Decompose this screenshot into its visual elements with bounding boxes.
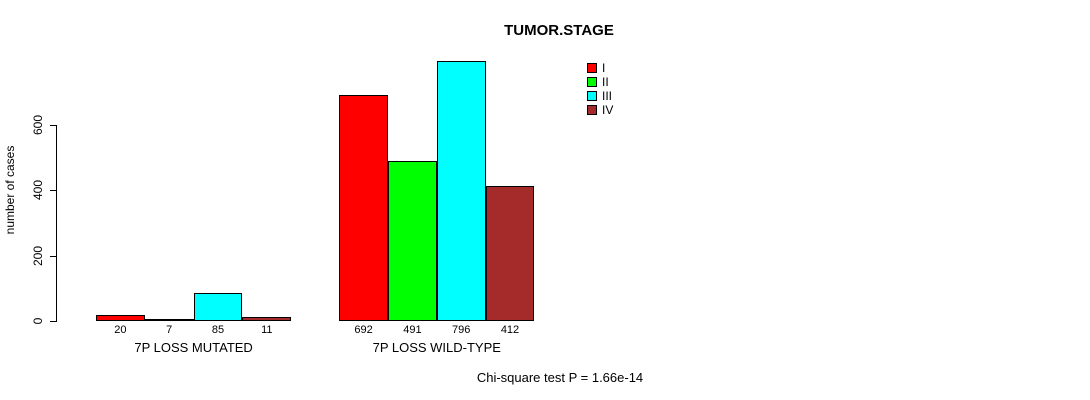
bar-stage-II (144, 318, 194, 321)
group-label: 7P LOSS MUTATED (134, 340, 253, 355)
legend-swatch-III (587, 91, 597, 101)
y-axis-line (56, 125, 57, 322)
y-tick-label: 200 (31, 245, 45, 266)
y-tick-mark (50, 190, 56, 192)
bar-stage-I (339, 94, 388, 321)
bar-stage-IV (485, 186, 535, 321)
bar-stage-IV (242, 317, 292, 321)
legend-label-III: III (602, 89, 613, 103)
bar-stage-III (436, 61, 486, 321)
chart-title: TUMOR.STAGE (504, 22, 614, 39)
bar-value-label: 692 (354, 324, 373, 336)
legend-swatch-IV (587, 105, 597, 115)
bar-stage-I (96, 314, 145, 321)
bar-value-label: 85 (211, 324, 225, 336)
y-tick-mark (50, 255, 56, 257)
bar-stage-III (193, 293, 243, 321)
bar-value-label: 796 (452, 324, 471, 336)
bar-value-label: 491 (403, 324, 422, 336)
y-axis-label: number of cases (3, 145, 17, 235)
chi-square-annotation: Chi-square test P = 1.66e-14 (476, 370, 644, 385)
bar-value-label: 20 (114, 324, 127, 336)
legend-swatch-I (587, 63, 597, 73)
bar-stage-II (388, 160, 437, 321)
group-label: 7P LOSS WILD-TYPE (372, 340, 501, 355)
y-tick-mark (50, 125, 56, 126)
y-tick-label: 600 (31, 114, 45, 136)
legend-label-II: II (602, 75, 609, 89)
legend-label-I: I (602, 61, 606, 75)
bar-value-label: 412 (500, 324, 520, 336)
bar-value-label: 7 (166, 324, 173, 336)
y-tick-label: 400 (31, 180, 45, 201)
legend-swatch-II (587, 77, 597, 87)
y-tick-label: 0 (31, 317, 45, 325)
legend-label-IV: IV (602, 103, 614, 117)
bar-value-label: 11 (261, 324, 273, 336)
y-tick-mark (50, 321, 56, 322)
